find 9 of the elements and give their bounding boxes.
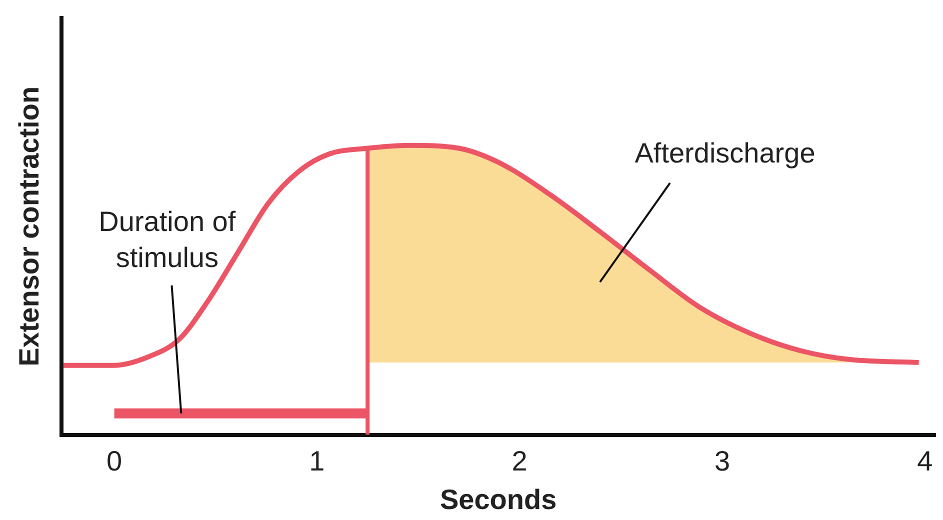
annotation: Duration of stimulus [98,206,236,274]
x-axis-title: Seconds [440,484,557,515]
annotation: Afterdischarge [634,138,816,169]
x-tick-label: 4 [917,445,933,476]
x-tick-label: 0 [106,445,122,476]
x-tick-label: 3 [714,445,730,476]
x-tick-label: 2 [512,445,528,476]
y-axis-title: Extensor contraction [14,86,45,366]
x-tick-label: 1 [309,445,325,476]
